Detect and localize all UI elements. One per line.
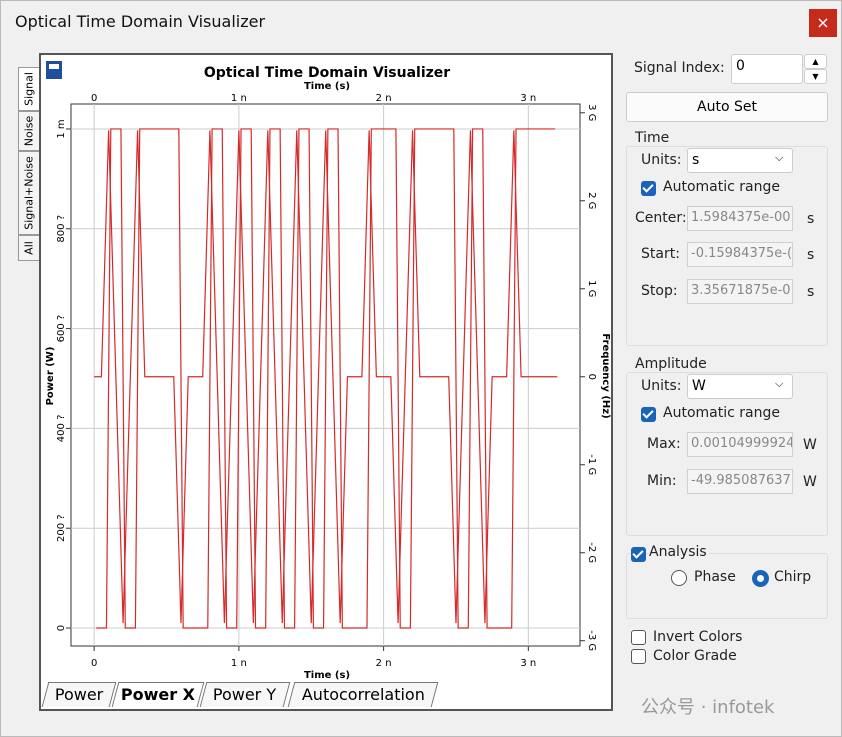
y2-tick-label: 1 G bbox=[586, 280, 597, 297]
x-tick-label: 3 n bbox=[520, 658, 536, 669]
x-tick-label: 0 bbox=[91, 658, 97, 669]
label: Automatic range bbox=[663, 179, 780, 195]
signal-index-input[interactable]: 0 bbox=[731, 54, 803, 84]
tab-label: Power bbox=[54, 685, 104, 704]
side-tab[interactable]: Noise bbox=[18, 111, 40, 151]
y2-tick-label: -1 G bbox=[586, 454, 597, 475]
spin-down[interactable]: ▼ bbox=[804, 69, 827, 84]
icon bbox=[49, 64, 59, 69]
unit: s bbox=[807, 247, 815, 263]
y-tick-label: 800 ? bbox=[56, 215, 67, 243]
text-field[interactable]: -49.985087637 bbox=[687, 469, 793, 494]
series-line bbox=[94, 130, 558, 624]
bottom-tab[interactable]: Autocorrelation bbox=[287, 682, 439, 707]
label: Automatic range bbox=[663, 405, 780, 421]
group-legend: Time bbox=[633, 130, 672, 146]
y2-tick-label: -3 G bbox=[586, 630, 597, 651]
label: Analysis bbox=[649, 544, 709, 560]
checkbox[interactable] bbox=[631, 630, 646, 645]
label: Center: bbox=[635, 210, 687, 226]
chart-title: Optical Time Domain Visualizer bbox=[204, 65, 450, 81]
label: Units: bbox=[641, 152, 682, 168]
label: Signal Index: bbox=[634, 60, 725, 76]
group-box bbox=[626, 146, 828, 346]
checkbox[interactable] bbox=[631, 547, 646, 562]
unit: s bbox=[807, 284, 815, 300]
label: Chirp bbox=[774, 569, 812, 585]
group-box bbox=[626, 553, 828, 619]
tab-label: Signal bbox=[22, 72, 36, 106]
tab-label: Noise bbox=[22, 115, 36, 147]
label: Phase bbox=[694, 569, 736, 585]
tab-label: Autocorrelation bbox=[301, 685, 425, 704]
radio[interactable] bbox=[671, 570, 687, 586]
y-tick-label: 0 bbox=[56, 625, 67, 631]
units-select[interactable]: s bbox=[687, 148, 793, 173]
dropdown-arrow: ⌵ bbox=[775, 377, 784, 390]
unit: s bbox=[807, 211, 815, 227]
unit: W bbox=[803, 437, 817, 453]
y-tick-label: 1 m bbox=[56, 119, 67, 138]
bottom-tab[interactable]: Power X bbox=[111, 682, 205, 707]
group-box bbox=[626, 372, 828, 536]
y2-tick-label: 3 G bbox=[586, 104, 597, 121]
x-tick-label: 0 bbox=[91, 93, 97, 104]
y2-tick-label: 2 G bbox=[586, 192, 597, 209]
tab-label: All bbox=[22, 241, 36, 255]
text-field[interactable]: 3.35671875e-0 bbox=[687, 279, 793, 304]
x-tick-label: 2 n bbox=[376, 658, 392, 669]
checkbox[interactable] bbox=[631, 649, 646, 664]
label: Invert Colors bbox=[653, 629, 743, 645]
text-field[interactable]: 0.00104999924 bbox=[687, 432, 793, 457]
tab-label: Signal+Noise bbox=[22, 156, 36, 230]
label: Stop: bbox=[641, 283, 678, 299]
bottom-tab[interactable]: Power bbox=[41, 682, 117, 707]
y-tick-label: 200 ? bbox=[56, 514, 67, 542]
series-line bbox=[96, 128, 556, 629]
spin-up[interactable]: ▲ bbox=[804, 54, 827, 69]
y-tick-label: 400 ? bbox=[56, 415, 67, 443]
units-select[interactable]: W bbox=[687, 374, 793, 399]
side-tab[interactable]: Signal bbox=[18, 67, 40, 111]
x-axis-title: Time (s) bbox=[304, 81, 350, 92]
watermark: 公众号 · infotek bbox=[641, 697, 775, 718]
y-tick-label: 600 ? bbox=[56, 315, 67, 343]
x-tick-label: 2 n bbox=[376, 93, 392, 104]
checkbox[interactable] bbox=[641, 181, 656, 196]
text-field[interactable]: -0.15984375e-( bbox=[687, 242, 793, 267]
y-axis-title: Power (W) bbox=[45, 347, 56, 406]
x-tick-label: 1 n bbox=[231, 658, 247, 669]
group-legend: Amplitude bbox=[633, 356, 709, 372]
side-tab[interactable]: All bbox=[18, 235, 40, 261]
dropdown-arrow: ⌵ bbox=[775, 151, 784, 164]
tab-label: Power Y bbox=[213, 685, 277, 704]
icon bbox=[46, 61, 62, 79]
close-button[interactable]: × bbox=[809, 9, 837, 37]
checkbox[interactable] bbox=[641, 407, 656, 422]
bottom-tab[interactable]: Power Y bbox=[199, 682, 291, 707]
tab-label: Power X bbox=[120, 685, 195, 704]
x-tick-label: 3 n bbox=[520, 93, 536, 104]
y2-tick-label: -2 G bbox=[586, 542, 597, 563]
label: Max: bbox=[647, 436, 681, 452]
label: Min: bbox=[647, 473, 677, 489]
label: Color Grade bbox=[653, 648, 737, 664]
window-title: Optical Time Domain Visualizer bbox=[15, 12, 266, 31]
y2-tick-label: 0 bbox=[586, 374, 597, 380]
x-axis-title: Time (s) bbox=[304, 670, 350, 681]
unit: W bbox=[803, 474, 817, 490]
x-tick-label: 1 n bbox=[231, 93, 247, 104]
radio[interactable] bbox=[752, 570, 769, 587]
text-field[interactable]: 1.5984375e-00 bbox=[687, 206, 793, 231]
label: Units: bbox=[641, 378, 682, 394]
y2-axis-title: Frequency (Hz) bbox=[600, 333, 611, 418]
side-tab[interactable]: Signal+Noise bbox=[18, 151, 40, 235]
label: Start: bbox=[641, 246, 680, 262]
auto-set-button[interactable]: Auto Set bbox=[626, 92, 828, 122]
